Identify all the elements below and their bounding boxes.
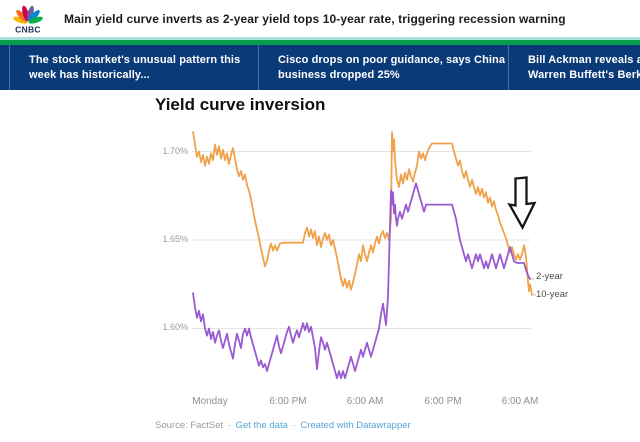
chart-series-layer	[192, 131, 536, 379]
header-bar: CNBC Main yield curve inverts as 2-year …	[0, 0, 640, 37]
source-label: Source: FactSet	[155, 420, 224, 431]
news-ticker: The stock market's unusual pattern this w…	[0, 45, 640, 90]
ticker-item-2[interactable]: Bill Ackman reveals a Warren Buffett's Be…	[508, 45, 640, 90]
separator-dot: ·	[292, 420, 296, 431]
down-arrow-annotation	[507, 176, 537, 230]
ticker-item-text: Warren Buffett's Berk	[528, 68, 640, 81]
peacock-feathers	[13, 5, 43, 24]
chart-attribution: Source: FactSet · Get the data · Created…	[155, 420, 411, 431]
separator-dot: ·	[227, 420, 231, 431]
ticker-item-text: week has historically...	[29, 68, 150, 81]
cnbc-logo-wordmark: CNBC	[15, 24, 41, 34]
article-headline[interactable]: Main yield curve inverts as 2-year yield…	[64, 11, 566, 26]
ticker-item-text: The stock market's unusual pattern this	[29, 53, 241, 66]
green-divider	[0, 40, 640, 45]
datawrapper-link[interactable]: Created with Datawrapper	[300, 420, 411, 431]
get-the-data-link[interactable]: Get the data	[235, 420, 288, 431]
ticker-item-text: Bill Ackman reveals a	[528, 53, 640, 66]
ticker-item-text: business dropped 25%	[278, 68, 400, 81]
chart-title: Yield curve inversion	[155, 95, 326, 114]
ticker-item-text: Cisco drops on poor guidance, says China	[278, 53, 506, 66]
series-line-10-year	[192, 131, 533, 296]
cnbc-peacock-logo[interactable]: CNBC	[10, 3, 46, 35]
ticker-item-1[interactable]: Cisco drops on poor guidance, says China…	[258, 45, 508, 90]
series-line-2-year	[192, 182, 531, 379]
teal-divider	[0, 37, 640, 40]
ticker-item-0[interactable]: The stock market's unusual pattern this w…	[9, 45, 258, 90]
